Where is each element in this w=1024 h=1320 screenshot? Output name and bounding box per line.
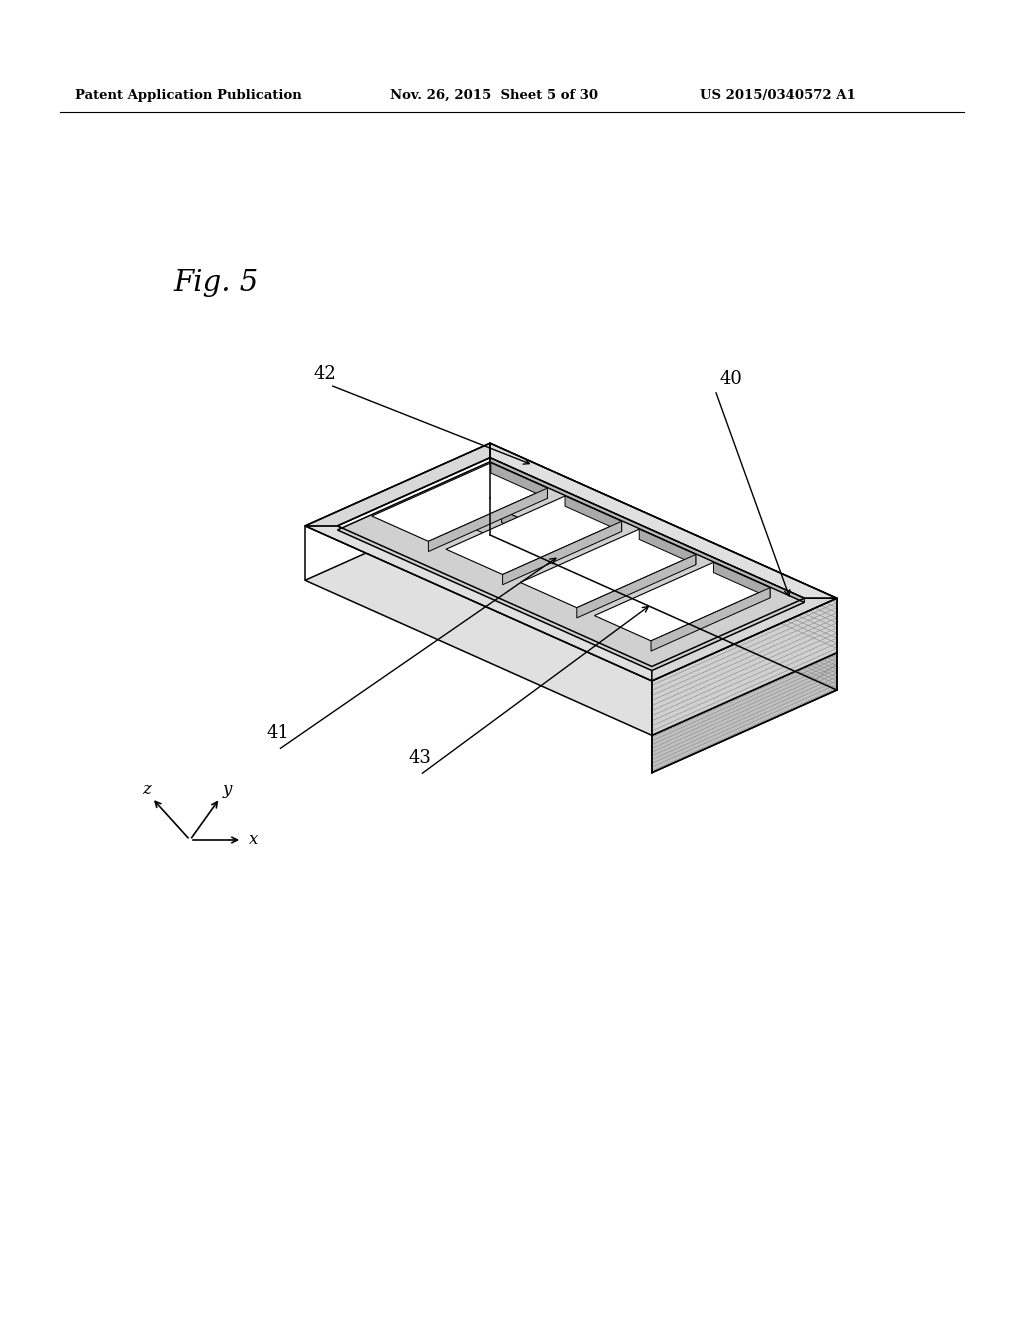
Polygon shape — [652, 598, 837, 681]
Text: z: z — [142, 781, 151, 799]
Polygon shape — [305, 444, 490, 525]
Polygon shape — [467, 510, 524, 536]
Text: Nov. 26, 2015  Sheet 5 of 30: Nov. 26, 2015 Sheet 5 of 30 — [390, 88, 598, 102]
Polygon shape — [372, 463, 548, 541]
Polygon shape — [490, 463, 548, 499]
Polygon shape — [451, 504, 484, 519]
Polygon shape — [565, 496, 622, 532]
Polygon shape — [639, 529, 696, 565]
Polygon shape — [428, 488, 548, 552]
Polygon shape — [652, 652, 837, 772]
Polygon shape — [490, 444, 837, 652]
Polygon shape — [652, 598, 837, 735]
Polygon shape — [408, 524, 441, 539]
Polygon shape — [490, 498, 837, 690]
Text: US 2015/0340572 A1: US 2015/0340572 A1 — [700, 88, 856, 102]
Polygon shape — [490, 444, 837, 598]
Polygon shape — [520, 529, 696, 607]
Text: 40: 40 — [720, 370, 742, 388]
Polygon shape — [651, 587, 770, 651]
Text: 41: 41 — [266, 723, 290, 742]
Polygon shape — [714, 562, 770, 598]
Polygon shape — [446, 496, 622, 574]
Text: Fig. 5: Fig. 5 — [173, 269, 258, 297]
Polygon shape — [338, 462, 805, 671]
Polygon shape — [503, 521, 622, 585]
Polygon shape — [594, 562, 770, 642]
Text: 42: 42 — [313, 366, 336, 383]
Text: y: y — [223, 781, 232, 799]
Text: 43: 43 — [409, 748, 431, 767]
Text: Patent Application Publication: Patent Application Publication — [75, 88, 302, 102]
Polygon shape — [577, 554, 696, 618]
Polygon shape — [305, 525, 652, 681]
Polygon shape — [305, 498, 837, 735]
Polygon shape — [490, 458, 805, 602]
Text: x: x — [249, 832, 258, 849]
Polygon shape — [502, 510, 524, 533]
